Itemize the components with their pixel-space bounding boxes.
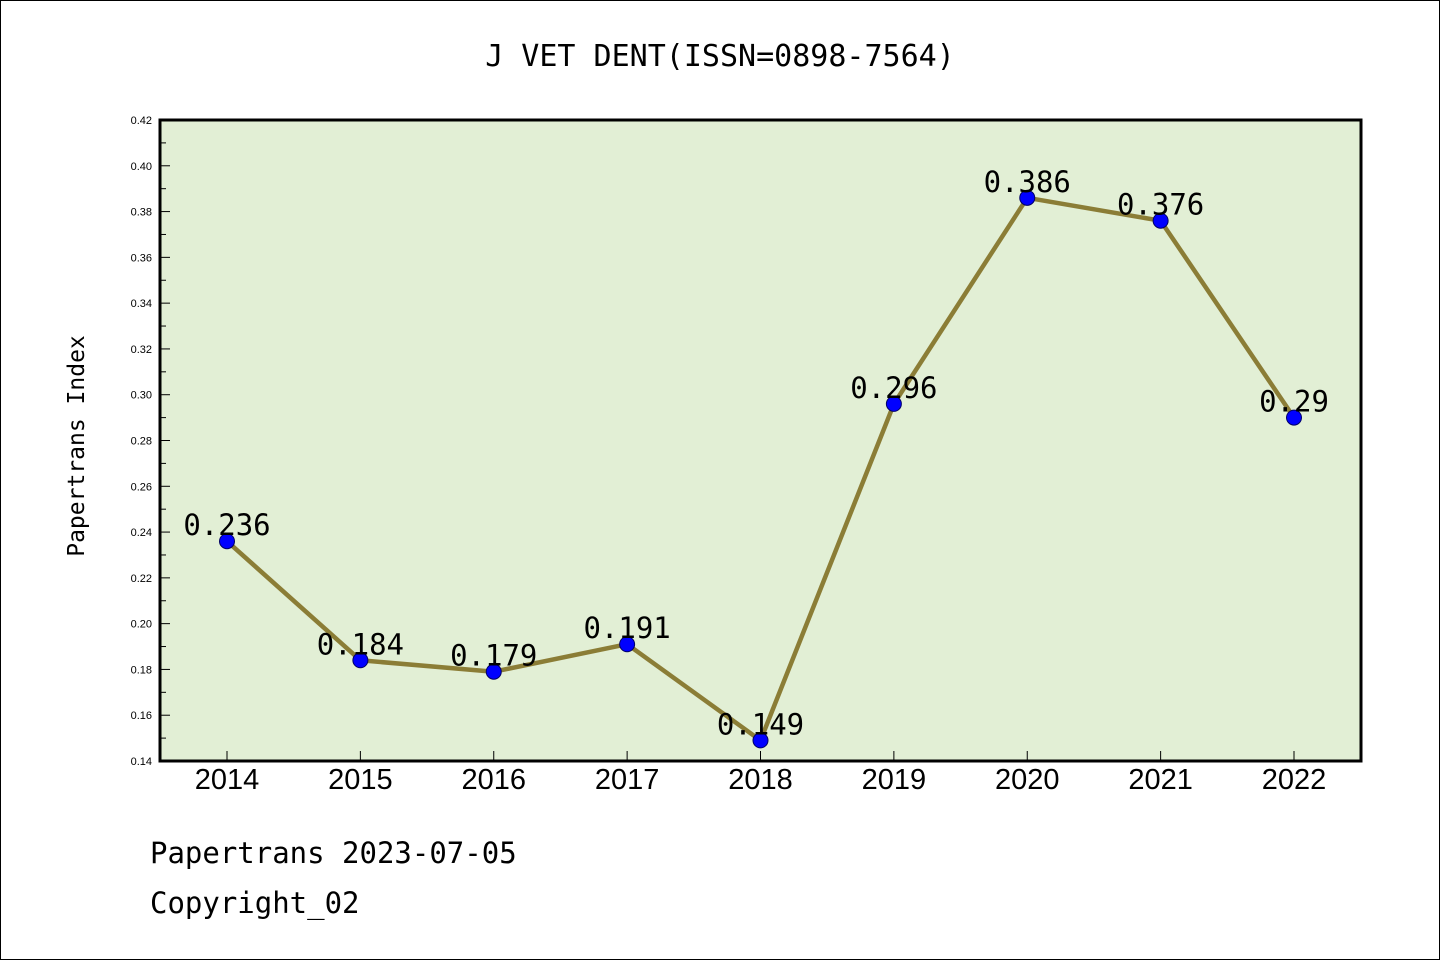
y-tick-label: 0.38 bbox=[131, 207, 152, 219]
data-point bbox=[485, 663, 502, 680]
y-tick-label: 0.14 bbox=[131, 756, 152, 768]
x-tick-label: 2019 bbox=[862, 764, 927, 796]
y-tick-label: 0.28 bbox=[131, 436, 152, 448]
data-label: 0.376 bbox=[1117, 188, 1204, 222]
y-axis: 0.14 0.16 0.18 0.20 0.22 0.24 0.26 0.28 0.30 0.32… bbox=[131, 115, 170, 768]
data-point bbox=[1286, 409, 1302, 426]
data-point bbox=[752, 732, 769, 749]
x-tick-label: 2014 bbox=[195, 764, 260, 796]
data-labels: 0.236 0.184 0.179 0.191 0.149 0.296 0.386 0.376… bbox=[183, 165, 1329, 742]
x-tick-label: 2016 bbox=[461, 764, 526, 796]
data-label: 0.29 bbox=[1259, 385, 1329, 419]
data-label: 0.296 bbox=[850, 371, 937, 405]
footer-copyright: Copyright_02 bbox=[150, 886, 360, 920]
y-tick-label: 0.24 bbox=[131, 527, 152, 539]
data-label: 0.179 bbox=[450, 639, 537, 673]
data-label: 0.191 bbox=[583, 611, 670, 645]
y-tick-label: 0.16 bbox=[131, 710, 152, 722]
x-tick-label: 2021 bbox=[1128, 764, 1193, 796]
footer-date: Papertrans 2023-07-05 bbox=[150, 836, 517, 870]
data-point bbox=[1019, 189, 1036, 206]
data-point bbox=[885, 395, 902, 412]
x-tick-label: 2017 bbox=[595, 764, 660, 796]
y-tick-label: 0.42 bbox=[131, 115, 152, 127]
x-tick-label: 2022 bbox=[1262, 764, 1327, 796]
series-layer bbox=[219, 189, 1302, 749]
y-tick-label: 0.18 bbox=[131, 664, 152, 676]
chart-title: J VET DENT(ISSN=0898-7564) bbox=[485, 39, 955, 74]
y-tick-label: 0.26 bbox=[131, 481, 152, 493]
data-label: 0.149 bbox=[717, 707, 804, 741]
y-tick-label: 0.22 bbox=[131, 573, 152, 585]
x-tick-label: 2020 bbox=[995, 764, 1060, 796]
x-tick-label: 2015 bbox=[328, 764, 393, 796]
x-axis: 2014 2015 2016 2017 2018 2019 2020 2021 2022 bbox=[195, 751, 1327, 796]
y-tick-label: 0.40 bbox=[131, 161, 152, 173]
data-point bbox=[1152, 212, 1169, 229]
data-point bbox=[619, 636, 636, 653]
y-tick-label: 0.34 bbox=[131, 298, 152, 310]
y-tick-label: 0.32 bbox=[131, 344, 152, 356]
data-point bbox=[352, 652, 369, 669]
y-tick-label: 0.36 bbox=[131, 252, 152, 264]
x-tick-label: 2018 bbox=[728, 764, 793, 796]
y-axis-label: Papertrans Index bbox=[64, 335, 90, 557]
data-point bbox=[219, 533, 235, 550]
data-label: 0.184 bbox=[317, 627, 404, 661]
y-tick-label: 0.20 bbox=[131, 619, 152, 631]
data-label: 0.386 bbox=[984, 165, 1071, 199]
data-label: 0.236 bbox=[183, 508, 270, 542]
y-tick-label: 0.30 bbox=[131, 390, 152, 402]
